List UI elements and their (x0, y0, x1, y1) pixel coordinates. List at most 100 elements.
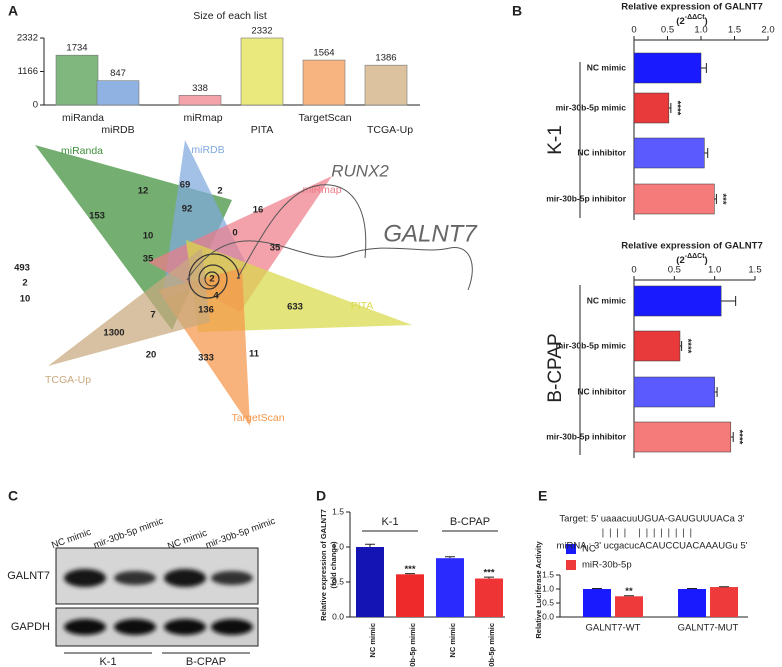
x-tick-label: NC mimic (368, 623, 377, 658)
bar (356, 547, 384, 617)
bar (240, 37, 284, 106)
venn-count: 92 (182, 204, 193, 215)
x-tick-label: 2.0 (761, 25, 774, 36)
error-bar (592, 587, 602, 589)
x-tick-label: NC mimic (448, 623, 457, 658)
bar (710, 587, 738, 617)
venn-count: 2 (22, 278, 27, 289)
venn-count: 633 (287, 302, 303, 313)
venn-count: 153 (89, 211, 105, 222)
venn-count: 16 (253, 205, 264, 216)
significance: ** (625, 586, 633, 597)
venn-count: 10 (143, 231, 154, 242)
data-label: 1734 (66, 43, 87, 54)
group-label: B-CPAP (186, 656, 226, 667)
panel-label: C (8, 488, 18, 504)
x-tick-label: GALNT7-WT (586, 623, 641, 634)
error-bar (714, 387, 718, 397)
error-bar (721, 296, 737, 306)
y-axis-label: (fold change) (329, 541, 338, 589)
bar (633, 52, 702, 84)
legend-label: miR-30b-5p (582, 560, 632, 571)
data-label: 338 (192, 83, 208, 94)
panel-label: B (512, 3, 522, 19)
mirna-sequence: miRNA : 3' ucgacucACAUCCUACAAAUGu 5' (556, 541, 747, 552)
venn-set-label: PITA (351, 300, 374, 312)
y-tick-label: 0.0 (332, 611, 344, 621)
venn-count: 35 (270, 243, 281, 254)
blot-band (164, 569, 206, 587)
bar (678, 589, 706, 617)
blot-band (114, 571, 156, 585)
panel-label: E (538, 488, 547, 504)
bar (364, 64, 408, 106)
x-tick-label: 0.5 (661, 25, 674, 36)
curve-galnt7 (186, 240, 473, 291)
bar (96, 80, 140, 106)
error-bar (730, 432, 734, 442)
chart-title: Relative expression of GALNT7 (621, 2, 762, 13)
venn-count: 69 (180, 180, 191, 191)
x-tick-label: miRmap (183, 112, 222, 124)
bar (475, 578, 503, 617)
blot-band (64, 569, 106, 587)
blot-band (64, 619, 106, 635)
venn-center (204, 271, 220, 287)
chart-subtitle: (2-ΔΔCt) (676, 253, 707, 266)
venn-count: 493 (14, 263, 30, 274)
gene-label: RUNX2 (331, 161, 389, 180)
error-bar (687, 587, 697, 589)
error-bar (701, 63, 707, 73)
subtitle-close: ) (705, 255, 708, 266)
subtitle-exponent: -ΔΔCt (685, 14, 705, 21)
venn-count: 4 (213, 291, 219, 302)
x-tick-label: mir-30b-5p mimic (487, 623, 496, 667)
chart-title: Size of each list (193, 10, 267, 22)
x-tick-label: PITA (251, 124, 274, 136)
error-bar (679, 341, 683, 351)
venn-set-label: TargetScan (231, 412, 284, 424)
y-tick-label: NC inhibitor (577, 386, 626, 396)
bar (633, 330, 681, 362)
curve-runx2 (236, 184, 367, 280)
y-tick-label: 0.5 (332, 576, 344, 586)
chart-title: Relative expression of GALNT7 (621, 241, 762, 252)
bar (633, 137, 705, 169)
error-bar (704, 148, 709, 158)
error-bar (484, 576, 494, 579)
bar (633, 92, 670, 124)
x-tick-label: TargetScan (298, 112, 351, 124)
venn-count: 35 (143, 254, 154, 265)
blot-band (164, 619, 206, 635)
y-tick-label: mir-30b-5p mimic (556, 102, 627, 112)
bar (633, 376, 715, 408)
y-tick-label: 1.5 (542, 569, 554, 579)
group-label: B-CPAP (450, 516, 490, 528)
lane-label: mir-30b-5p mimic (92, 516, 165, 552)
subtitle-close: ) (705, 16, 708, 27)
subtitle-exponent: -ΔΔCt (685, 253, 705, 260)
bar (633, 285, 722, 317)
y-tick-label: NC inhibitor (577, 147, 626, 157)
venn-count: 2 (209, 274, 214, 285)
venn-count: 11 (249, 349, 260, 360)
y-tick-label: mir-30b-5p mimic (556, 340, 627, 350)
significance: *** (404, 564, 415, 575)
legend-swatch (566, 544, 576, 554)
y-tick-label: NC mimic (587, 62, 626, 72)
significance: **** (734, 430, 745, 445)
data-label: 1386 (375, 53, 396, 64)
error-bar (405, 573, 415, 575)
venn-count: 7 (150, 310, 155, 321)
venn-count: 0 (232, 228, 237, 239)
y-axis-label: Relative Luciferase Activity (534, 541, 543, 639)
pairing: |||| |||||||| (600, 529, 695, 539)
group-label: B-CPAP (545, 333, 566, 402)
bar (302, 59, 346, 106)
error-bar (714, 194, 717, 204)
y-tick-label: 1.5 (332, 506, 344, 516)
lane-label: mir-30b-5p mimic (204, 516, 277, 552)
group-label: K-1 (381, 516, 398, 528)
data-label: 2332 (251, 26, 272, 37)
venn-count: 12 (138, 186, 149, 197)
